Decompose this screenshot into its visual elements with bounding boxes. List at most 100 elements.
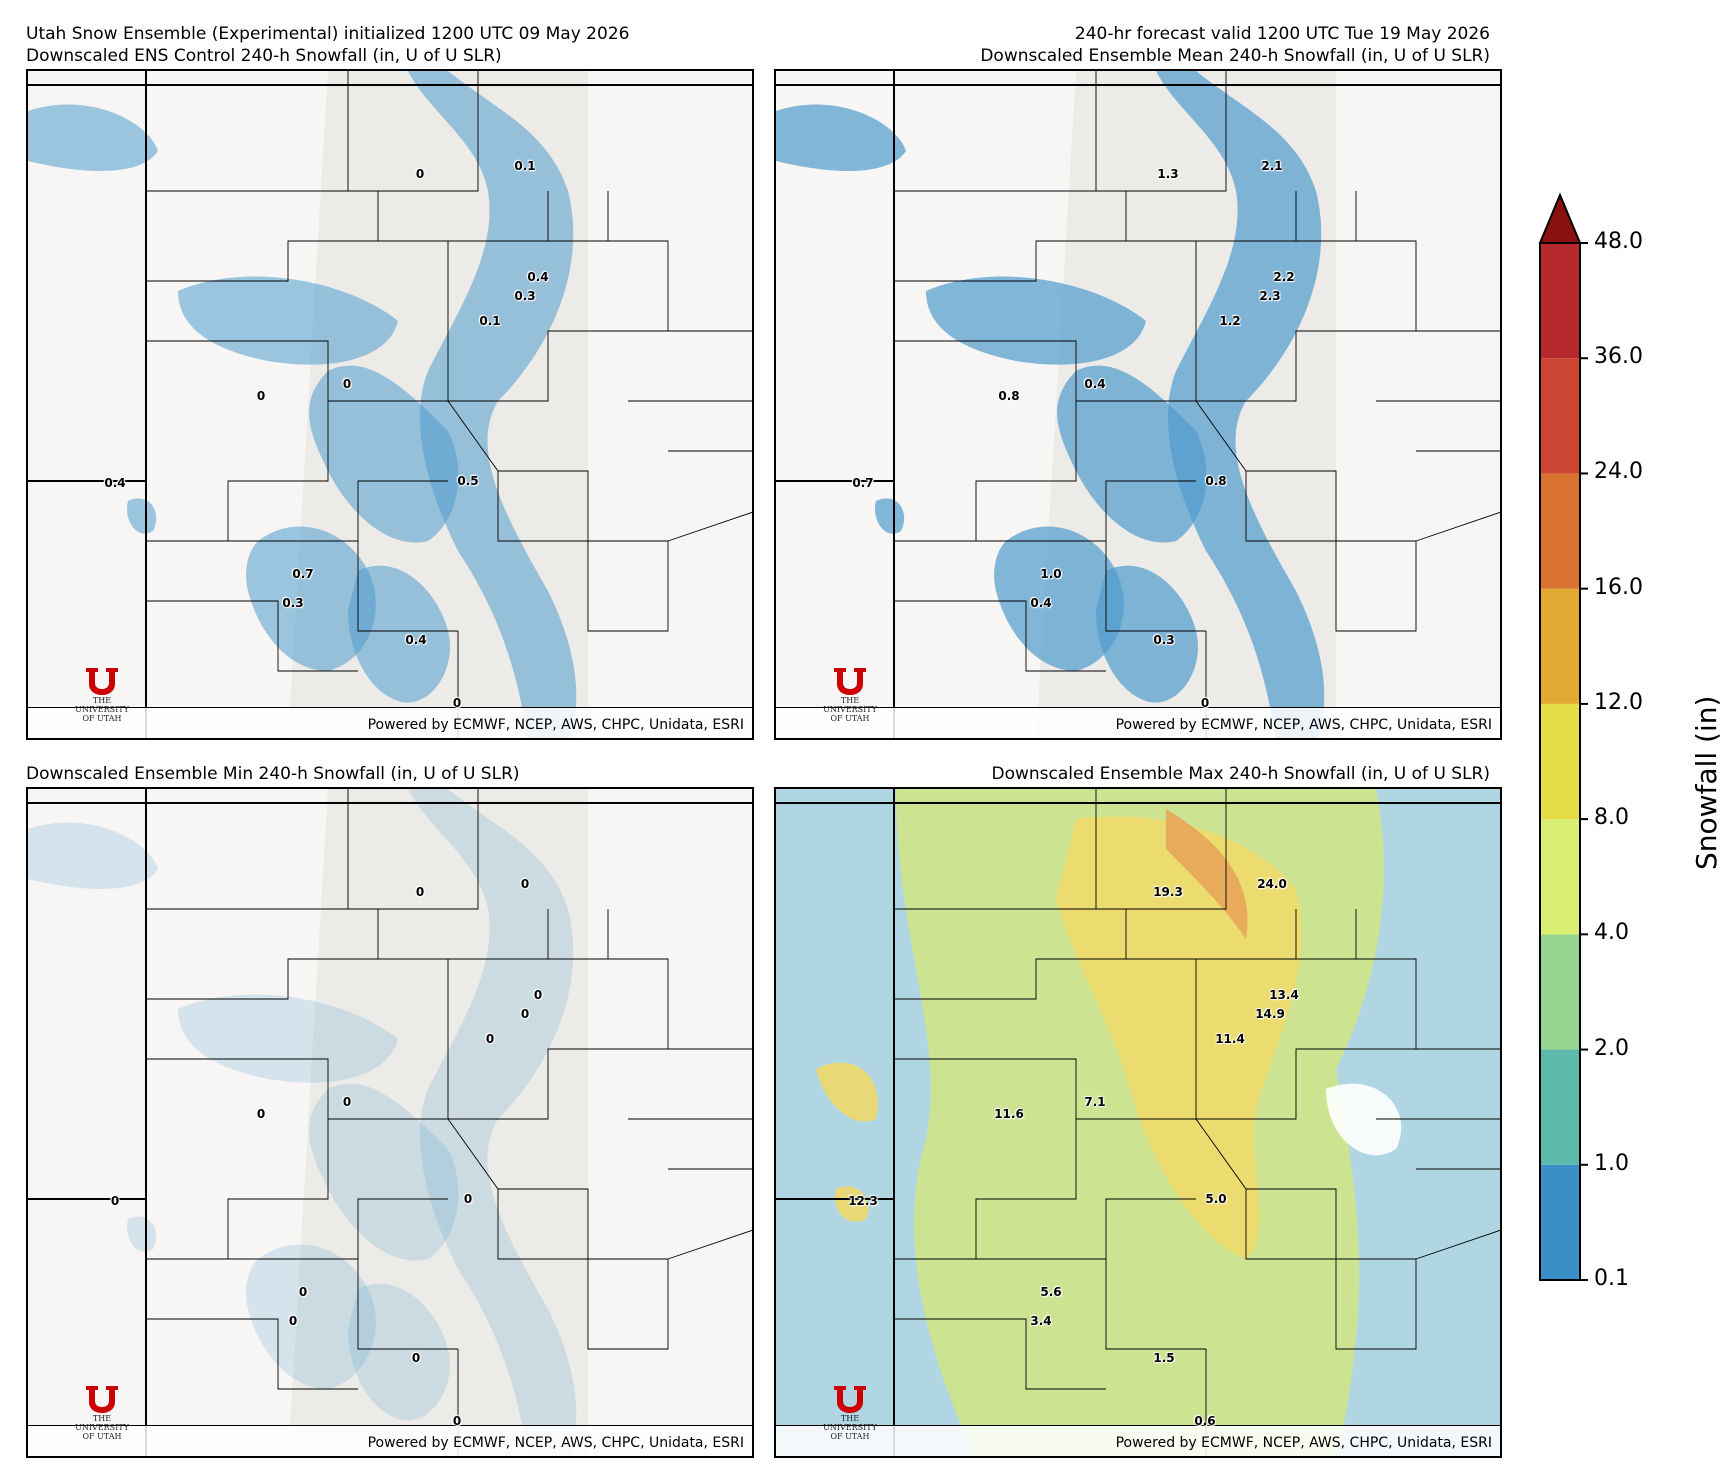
colorbar-tick-label: 2.0 [1594,1035,1629,1061]
snowfall-point-label: 0.3 [1153,633,1175,647]
snowfall-point-label: 0 [533,988,543,1002]
snowfall-point-label: 0 [411,1351,421,1365]
snowfall-point-label: 11.4 [1215,1032,1245,1046]
colorbar-tick-label: 48.0 [1594,229,1643,254]
colorbar-segment [1540,934,1580,1050]
colorbar-tick-label: 1.0 [1594,1150,1629,1176]
colorbar-tick-label: 36.0 [1594,344,1643,370]
snowfall-point-label: 12.3 [848,1194,878,1208]
snowfall-point-label: 13.4 [1269,988,1299,1002]
snowfall-point-label: 0.7 [292,567,314,581]
snowfall-point-label: 0 [463,1192,473,1206]
snowfall-point-label: 0.4 [527,270,549,284]
snowfall-point-label: 1.3 [1157,167,1179,181]
snowfall-point-label: 0 [110,1194,120,1208]
snowfall-point-label: 0.1 [479,314,501,328]
colorbar-segment [1540,1049,1580,1165]
snowfall-point-label: 11.6 [994,1107,1024,1121]
snowfall-point-label: 1.5 [1153,1351,1175,1365]
mean-panel-title: Downscaled Ensemble Mean 240-h Snowfall … [980,46,1490,66]
snowfall-point-label: 2.2 [1273,270,1295,284]
colorbar-segment [1540,819,1580,935]
panel-footer: Powered by ECMWF, NCEP, AWS, CHPC, Unida… [776,707,1500,738]
snowfall-point-label: 19.3 [1153,885,1183,899]
data-credit: Powered by ECMWF, NCEP, AWS, CHPC, Unida… [1115,1435,1492,1451]
snowfall-point-label: 0 [342,1095,352,1109]
mean-map-panel: Powered by ECMWF, NCEP, AWS, CHPC, Unida… [774,69,1502,740]
snowfall-point-label: 0.7 [852,476,874,490]
control-panel-title: Downscaled ENS Control 240-h Snowfall (i… [26,46,502,66]
snowfall-point-label: 0.4 [1084,377,1106,391]
snowfall-point-label: 0 [415,885,425,899]
terrain-map [776,71,1500,738]
snowfall-point-label: 0 [256,1107,266,1121]
snowfall-point-label: 0.1 [514,159,536,173]
data-credit: Powered by ECMWF, NCEP, AWS, CHPC, Unida… [367,1435,744,1451]
data-credit: Powered by ECMWF, NCEP, AWS, CHPC, Unida… [367,717,744,733]
panel-footer: Powered by ECMWF, NCEP, AWS, CHPC, Unida… [28,1425,752,1456]
colorbar-title: Snowfall (in) [1690,695,1723,870]
colorbar-segment [1540,1164,1580,1280]
snowfall-point-label: 0 [298,1285,308,1299]
snowfall-point-label: 24.0 [1257,877,1287,891]
colorbar-segment [1540,358,1580,474]
colorbar-tick-label: 16.0 [1594,574,1643,600]
snowfall-point-label: 1.0 [1040,567,1062,581]
colorbar-graphic [1538,192,1588,1281]
panel-footer: Powered by ECMWF, NCEP, AWS, CHPC, Unida… [776,1425,1500,1456]
snowfall-point-label: 0.3 [282,596,304,610]
terrain-map [28,789,752,1456]
colorbar-segment [1540,703,1580,820]
snowfall-point-label: 0 [520,877,530,891]
snowfall-point-label: 0 [288,1314,298,1328]
data-credit: Powered by ECMWF, NCEP, AWS, CHPC, Unida… [1115,717,1492,733]
snowfall-point-label: 2.3 [1259,289,1281,303]
colorbar-segment [1540,588,1580,704]
university-of-utah-logo: THE UNIVERSITY OF UTAH [810,1384,890,1446]
snowfall-colorbar: 0.1 1.0 2.0 4.0 8.0 12.0 16.0 24.0 36.0 48.0 Snowf… [1520,190,1736,1291]
terrain-map [28,71,752,738]
snowfall-point-label: 1.2 [1219,314,1241,328]
snowfall-point-label: 0 [256,389,266,403]
colorbar-tick-label: 12.0 [1594,689,1643,715]
colorbar-segment [1540,243,1580,359]
university-of-utah-logo: THE UNIVERSITY OF UTAH [62,666,142,728]
min-panel-title: Downscaled Ensemble Min 240-h Snowfall (… [26,764,520,784]
snowfall-point-label: 2.1 [1261,159,1283,173]
snowfall-point-label: 0 [1200,696,1210,710]
university-of-utah-logo: THE UNIVERSITY OF UTAH [62,1384,142,1446]
colorbar-tick-label: 0.1 [1594,1266,1629,1291]
init-title: Utah Snow Ensemble (Experimental) initia… [26,24,630,44]
control-map-panel: Powered by ECMWF, NCEP, AWS, CHPC, Unida… [26,69,754,740]
colorbar-tick-label: 8.0 [1594,805,1629,831]
min-map-panel: Powered by ECMWF, NCEP, AWS, CHPC, Unida… [26,787,754,1458]
snowfall-point-label: 0.5 [457,474,479,488]
snowfall-point-label: 5.0 [1205,1192,1227,1206]
snowfall-point-label: 0 [452,1414,462,1428]
valid-time-title: 240-hr forecast valid 1200 UTC Tue 19 Ma… [1074,24,1490,44]
colorbar-tick-label: 4.0 [1594,920,1629,946]
snowfall-point-label: 14.9 [1255,1007,1285,1021]
snowfall-point-label: 5.6 [1040,1285,1062,1299]
colorbar-tick-label: 24.0 [1594,459,1643,485]
colorbar-extend-arrow [1538,192,1582,244]
snowfall-point-label: 0.4 [1030,596,1052,610]
terrain-map [776,789,1500,1456]
colorbar-segment [1540,473,1580,589]
snowfall-point-label: 0.6 [1194,1414,1216,1428]
snowfall-point-label: 0 [452,696,462,710]
snowfall-point-label: 0 [415,167,425,181]
max-panel-title: Downscaled Ensemble Max 240-h Snowfall (… [991,764,1491,784]
snowfall-point-label: 0.4 [104,476,126,490]
snowfall-point-label: 0 [342,377,352,391]
snowfall-point-label: 0.4 [405,633,427,647]
max-map-panel: Powered by ECMWF, NCEP, AWS, CHPC, Unida… [774,787,1502,1458]
snowfall-point-label: 3.4 [1030,1314,1052,1328]
university-of-utah-logo: THE UNIVERSITY OF UTAH [810,666,890,728]
snowfall-point-label: 0.8 [1205,474,1227,488]
panel-footer: Powered by ECMWF, NCEP, AWS, CHPC, Unida… [28,707,752,738]
snowfall-point-label: 0.8 [998,389,1020,403]
snowfall-point-label: 7.1 [1084,1095,1106,1109]
snowfall-point-label: 0 [485,1032,495,1046]
snowfall-point-label: 0 [520,1007,530,1021]
